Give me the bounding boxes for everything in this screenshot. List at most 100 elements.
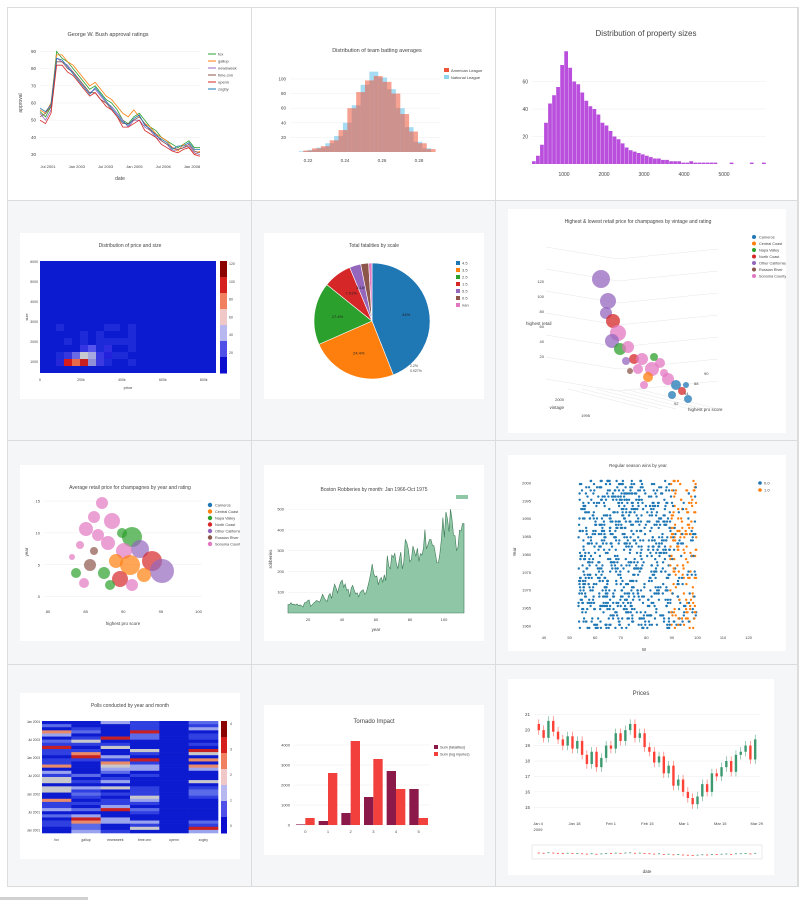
point-no-playoff: [628, 551, 632, 555]
legend-swatch: [456, 289, 460, 293]
grid-line: [617, 248, 719, 260]
point-no-playoff: [608, 607, 611, 611]
point-no-playoff: [655, 589, 659, 592]
x-tick-label: Jan 2003: [69, 164, 86, 169]
series-area: [287, 509, 465, 614]
y-tick-label: 500: [277, 507, 284, 512]
point-playoff: [692, 489, 695, 492]
point-playoff: [684, 617, 688, 620]
heatmap-cell: [72, 352, 80, 359]
point-no-playoff: [678, 539, 681, 542]
tile-pie[interactable]: Total fatalities by scale 44% 24.4% 17.4% 7.…: [252, 201, 496, 441]
legend-label: fox: [218, 52, 223, 57]
y-tick-label: 1000: [281, 803, 291, 808]
point-no-playoff: [630, 604, 633, 608]
heatmap-cell: [42, 814, 72, 818]
point-playoff: [685, 598, 688, 601]
tile-bubble2d[interactable]: Average retail price for champagnes by y…: [8, 441, 252, 665]
point-no-playoff: [592, 482, 596, 486]
point-no-playoff: [642, 561, 645, 564]
legend-label: Sum (fatalities): [440, 746, 466, 750]
point-no-playoff: [630, 607, 634, 611]
point-no-playoff: [621, 595, 624, 598]
tile-bush[interactable]: George W. Bush approval ratings 90 80 70 60 5…: [8, 8, 252, 201]
point-no-playoff: [640, 548, 643, 551]
heatmap-cell: [100, 727, 131, 731]
point-no-playoff: [639, 539, 642, 542]
point-playoff: [672, 479, 675, 483]
point-no-playoff: [668, 623, 671, 626]
heatmap-cell: [188, 829, 219, 834]
tile-heat1[interactable]: Distribution of price and size 6000 5000 40…: [8, 201, 252, 441]
point-no-playoff: [658, 545, 661, 548]
y-tick-label: 80: [540, 309, 545, 314]
point-no-playoff: [649, 529, 652, 533]
point-playoff: [674, 489, 678, 492]
point-no-playoff: [617, 523, 620, 526]
tile-prices[interactable]: Prices 21 20 19 18 17 16 15 Jan 4 Jan 18 Feb 1 Feb …: [496, 665, 798, 887]
heatmap-cell: [159, 724, 189, 728]
point-no-playoff: [669, 529, 672, 533]
x-axis-title: date: [643, 869, 652, 874]
heatmap-cell: [42, 792, 72, 796]
point-playoff: [676, 564, 679, 567]
point-no-playoff: [642, 539, 645, 542]
y-tick-label: 2000: [522, 481, 532, 486]
point-no-playoff: [627, 617, 631, 620]
point-no-playoff: [593, 532, 597, 536]
bubble-Sonoma County: [116, 543, 132, 559]
point-no-playoff: [642, 626, 645, 630]
bubble-Carneros: [671, 380, 681, 390]
heatmap-cell: [96, 331, 104, 338]
bar-injuries: [305, 818, 315, 825]
tile-dots[interactable]: Regular season wins by year 2000 1995 1990 1…: [496, 441, 798, 665]
legend-swatch: [752, 274, 756, 278]
point-no-playoff: [583, 507, 586, 511]
tile-tornado[interactable]: Tornado Impact 4000 3000 2000 1000 0 0 1 2 3 4 5 Sum…: [252, 665, 496, 887]
heatmap-cell: [159, 801, 189, 806]
histogram-bar: [636, 153, 641, 164]
y-tick-label: 60: [31, 101, 37, 106]
point-no-playoff: [687, 601, 691, 605]
heatmap-cell: [188, 767, 219, 772]
heatmap-cell: [88, 345, 96, 352]
heatmap-cell: [159, 798, 189, 803]
tile-boston[interactable]: Boston Robberies by month: Jan 1966-Oct …: [252, 441, 496, 665]
tile-bubble3d[interactable]: Highest & lowest retail price for champa…: [496, 201, 798, 441]
histogram-bar: [616, 139, 621, 164]
bubble-Central Coast: [120, 555, 140, 575]
candle-up: [725, 761, 728, 768]
tile-heat2[interactable]: Polls conducted by year and month Jan 200…: [8, 665, 252, 887]
point-no-playoff: [627, 514, 631, 517]
point-no-playoff: [664, 598, 667, 601]
bubble-Sonoma County: [126, 579, 138, 591]
x-tick-label: 60: [593, 635, 598, 640]
heatmap-cell: [188, 780, 219, 784]
point-no-playoff: [612, 607, 615, 611]
point-playoff: [690, 520, 693, 523]
x-tick-label: 100: [694, 635, 701, 640]
point-no-playoff: [652, 601, 655, 605]
tile-property[interactable]: Distribution of property sizes 60 40 20 1000…: [496, 8, 798, 201]
point-no-playoff: [681, 542, 685, 545]
heatmap-cell: [159, 773, 189, 778]
histogram-bar: [596, 114, 601, 164]
point-no-playoff: [631, 614, 634, 617]
chart-title: Distribution of price and size: [99, 243, 162, 249]
point-no-playoff: [656, 586, 660, 589]
point-no-playoff: [631, 620, 634, 623]
heatmap-cell: [42, 752, 72, 756]
point-no-playoff: [664, 479, 667, 483]
point-playoff: [676, 479, 680, 483]
tile-batting[interactable]: Distribution of team batting averages 100…: [252, 8, 496, 201]
point-no-playoff: [657, 589, 660, 592]
scroll-indicator: [0, 897, 88, 900]
point-no-playoff: [636, 507, 639, 511]
point-no-playoff: [589, 604, 592, 608]
point-no-playoff: [687, 570, 690, 573]
legend-label: North Coast: [759, 255, 780, 259]
point-playoff: [675, 545, 679, 548]
x-axis-title: highest pro score: [106, 621, 141, 626]
point-no-playoff: [586, 495, 589, 498]
point-no-playoff: [613, 561, 616, 564]
